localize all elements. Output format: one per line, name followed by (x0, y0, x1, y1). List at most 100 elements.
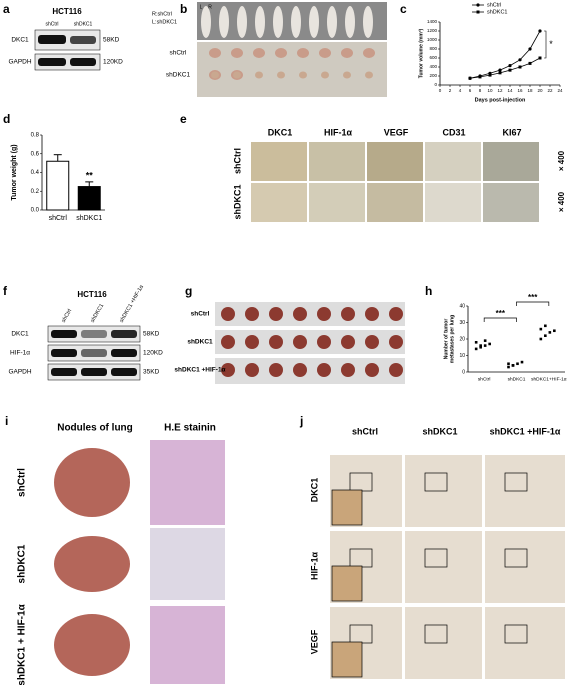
band (38, 35, 66, 44)
y-axis-label: metastases per lung (449, 315, 455, 363)
marker (538, 56, 542, 60)
mouse (345, 6, 355, 38)
tumor (341, 48, 353, 58)
label: 58KD (103, 37, 120, 44)
panel-label: h (425, 284, 432, 298)
label: R:shCtrl (152, 11, 172, 17)
label: shCtrl (45, 21, 58, 27)
x-tick-label: 10 (487, 88, 493, 93)
band (51, 330, 77, 338)
tumor (365, 71, 373, 79)
bracket (516, 301, 550, 306)
label: shDKC1 (90, 303, 105, 324)
tumor (209, 48, 221, 58)
y-tick-label: 30 (459, 320, 465, 326)
ihc-image (483, 142, 539, 181)
y-tick-label: 200 (429, 73, 437, 78)
y-tick-label: 400 (429, 64, 437, 69)
x-tick-label: 22 (547, 88, 553, 93)
point (520, 360, 524, 364)
tumor (255, 71, 263, 79)
mouse (219, 6, 229, 38)
inset (331, 565, 363, 602)
x-tick-label: 6 (469, 88, 472, 93)
x-tick-label: 8 (479, 88, 482, 93)
ihc-image (367, 183, 423, 222)
label: HIF-1α (10, 350, 30, 357)
point (474, 347, 478, 351)
label: R (208, 4, 212, 10)
zoom-box (424, 548, 448, 568)
y-tick-label: 0 (462, 369, 465, 375)
label: ** (86, 170, 94, 180)
ihc-image (309, 142, 365, 181)
point (539, 327, 543, 331)
label: * (549, 39, 553, 49)
tumor (275, 48, 287, 58)
marker (498, 71, 502, 75)
tumor (253, 48, 265, 58)
y-tick-label: 0.4 (31, 170, 40, 176)
marker (468, 76, 472, 80)
lung (269, 335, 283, 349)
lung (341, 335, 355, 349)
bar (46, 160, 70, 211)
lung (317, 335, 331, 349)
label: L:shDKC1 (152, 19, 177, 25)
x-tick-label: 24 (557, 88, 563, 93)
lung (269, 307, 283, 321)
bands (51, 330, 137, 376)
lung (341, 307, 355, 321)
zoom-box (504, 548, 528, 568)
tumor (321, 71, 329, 79)
lung-photo (54, 536, 130, 592)
lung (293, 307, 307, 321)
label: DKC1 (268, 127, 293, 137)
point (507, 362, 510, 366)
label: GAPDH (8, 369, 31, 376)
marker (488, 73, 492, 77)
zoom-box (424, 472, 448, 492)
panel-label: g (185, 284, 192, 298)
ihc-image (309, 183, 365, 222)
lung (245, 335, 259, 349)
point (548, 331, 552, 334)
label: DKC1 (309, 478, 319, 503)
lung (245, 307, 259, 321)
marker (518, 58, 522, 62)
y-tick-label: 1200 (427, 28, 438, 33)
lung (221, 307, 235, 321)
band (81, 349, 107, 357)
x-tick-label: shCtrl (49, 215, 68, 222)
tumor (319, 48, 331, 58)
label: *** (496, 309, 506, 318)
mouse (201, 6, 211, 38)
photo (197, 42, 387, 97)
y-axis-label: Tumor volume (mm³) (418, 28, 424, 78)
label: KI67 (502, 127, 521, 137)
band (38, 58, 66, 66)
label: shDKC1 (166, 72, 191, 79)
x-tick-label: 4 (459, 88, 462, 93)
legend-marker (476, 3, 480, 7)
panel-label: j (299, 414, 303, 428)
lung (365, 307, 379, 321)
panel-label: c (400, 2, 407, 16)
bar (77, 186, 101, 211)
mouse (255, 6, 265, 38)
label: shDKC1 +HIF-1α (119, 284, 146, 324)
y-tick-label: 40 (459, 303, 465, 309)
point (507, 365, 510, 369)
point (479, 345, 482, 349)
y-tick-label: 10 (459, 353, 465, 359)
ihc-image (251, 142, 307, 181)
y-tick-label: 800 (429, 46, 437, 51)
lung-photo (54, 614, 130, 676)
x-tick-label: 18 (527, 88, 533, 93)
y-tick-label: 0.0 (31, 208, 40, 214)
point (544, 334, 547, 337)
lungs (221, 307, 403, 377)
band (111, 330, 137, 338)
point (544, 324, 547, 328)
label: 35KD (143, 369, 160, 376)
